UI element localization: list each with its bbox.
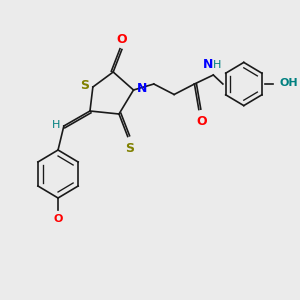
Text: H: H bbox=[52, 119, 60, 130]
Text: OH: OH bbox=[279, 77, 298, 88]
Text: S: S bbox=[124, 142, 134, 155]
Text: H: H bbox=[213, 61, 221, 70]
Text: O: O bbox=[117, 33, 127, 46]
Text: O: O bbox=[53, 214, 63, 224]
Text: N: N bbox=[136, 82, 147, 95]
Text: N: N bbox=[203, 58, 213, 70]
Text: O: O bbox=[196, 115, 207, 128]
Text: S: S bbox=[80, 79, 89, 92]
